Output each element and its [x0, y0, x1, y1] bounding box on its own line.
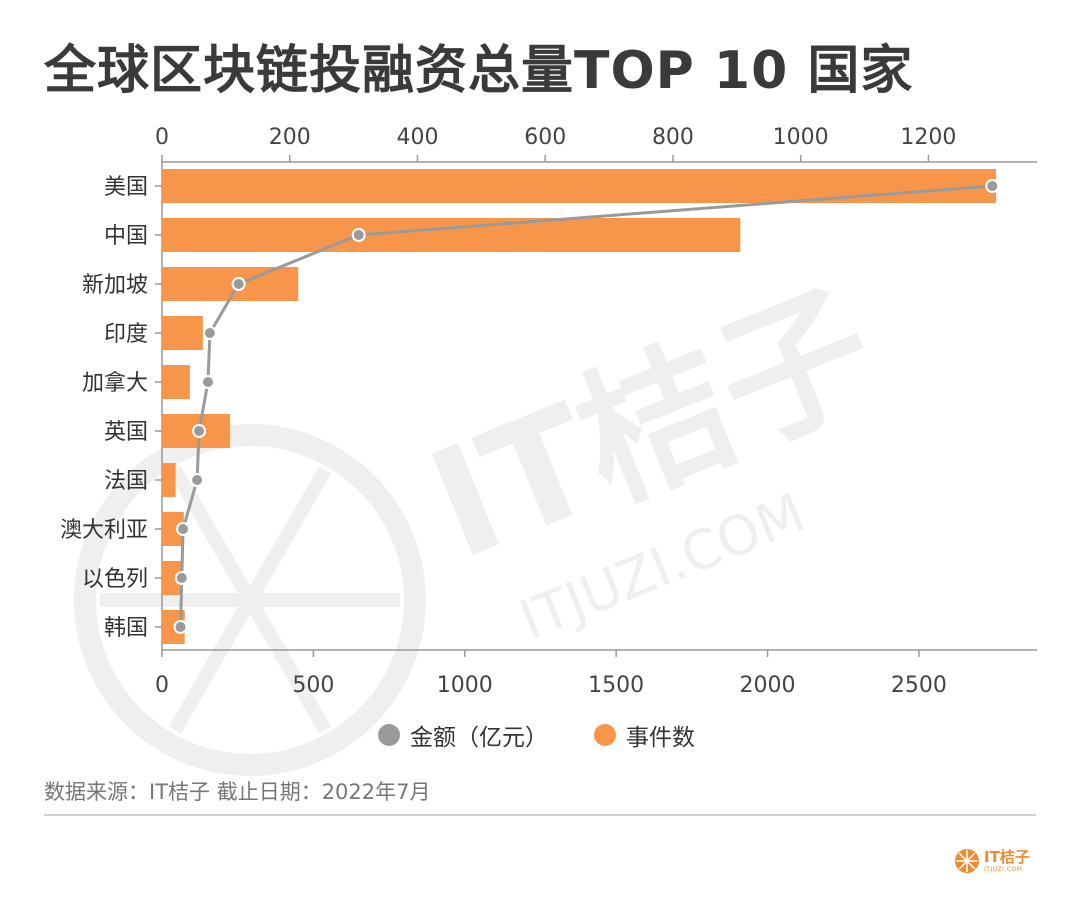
bar — [162, 463, 176, 497]
category-label: 美国 — [104, 175, 148, 200]
divider — [44, 814, 1036, 816]
bar — [162, 365, 190, 399]
bottom-axis-tick-label: 2000 — [740, 673, 796, 698]
watermark-segment — [168, 466, 332, 734]
category-label: 新加坡 — [82, 273, 148, 298]
legend: 金额（亿元） 事件数 — [378, 718, 695, 752]
amount-point — [200, 375, 215, 389]
legend-item-amount: 金额（亿元） — [378, 718, 548, 752]
top-axis-tick-label: 800 — [652, 125, 694, 150]
bar — [162, 561, 182, 595]
bottom-axis-tick-label: 1000 — [437, 673, 493, 698]
bar — [162, 512, 184, 546]
legend-marker-count — [594, 724, 616, 746]
amount-point — [174, 571, 189, 585]
amount-point — [231, 277, 246, 291]
legend-item-count: 事件数 — [594, 718, 695, 752]
source-note: 数据来源：IT桔子 截止日期：2022年7月 — [44, 780, 431, 804]
watermark-circle — [74, 424, 426, 776]
amount-point — [190, 473, 205, 487]
category-label: 英国 — [104, 420, 148, 445]
amount-line — [179, 184, 993, 628]
brand-logo: IT桔子 ITJUZI.COM — [954, 848, 1030, 874]
bar — [162, 267, 299, 301]
top-axis-tick-label: 1200 — [900, 125, 956, 150]
bottom-axis-tick-label: 0 — [155, 673, 169, 698]
category-label: 以色列 — [82, 567, 148, 592]
top-axis-tick-label: 400 — [396, 125, 438, 150]
amount-point — [176, 522, 191, 536]
category-label: 法国 — [104, 469, 148, 494]
category-label: 澳大利亚 — [60, 518, 148, 543]
logo-sub: ITJUZI.COM — [984, 865, 1023, 873]
top-axis-tick-label: 600 — [524, 125, 566, 150]
bar — [162, 610, 185, 644]
amount-point — [173, 620, 188, 634]
bar — [162, 218, 741, 252]
amount-point — [985, 179, 1000, 193]
category-label: 加拿大 — [82, 370, 148, 396]
amount-point — [351, 228, 366, 242]
amount-point — [192, 424, 207, 438]
bar — [162, 169, 997, 203]
bottom-axis-tick-label: 2500 — [891, 673, 947, 698]
top-axis-tick-label: 200 — [269, 125, 311, 150]
legend-label-count: 事件数 — [626, 725, 695, 751]
category-label: 印度 — [104, 322, 148, 347]
bottom-axis-tick-label: 500 — [292, 673, 334, 698]
amount-point — [202, 326, 217, 340]
legend-label-amount: 金额（亿元） — [410, 725, 548, 751]
chart-title: 全球区块链投融资总量TOP 10 国家 — [44, 41, 914, 101]
top-axis-tick-label: 0 — [155, 125, 169, 150]
legend-marker-amount — [378, 724, 400, 746]
top-axis-tick-label: 1000 — [773, 125, 829, 150]
bar — [162, 316, 203, 350]
orange-slice-icon — [955, 849, 979, 873]
logo-name: IT桔子 — [984, 847, 1030, 866]
category-label: 韩国 — [104, 616, 148, 641]
category-label: 中国 — [104, 224, 148, 249]
bottom-axis-tick-label: 1500 — [588, 673, 644, 698]
